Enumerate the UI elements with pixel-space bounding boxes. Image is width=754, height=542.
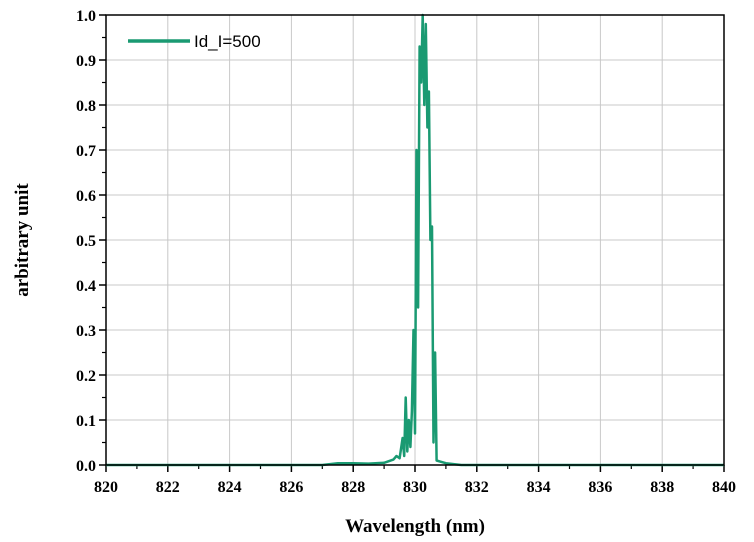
x-tick-label: 830: [403, 479, 427, 496]
y-tick-label: 0.3: [76, 323, 96, 340]
minor-ticks: [102, 36, 694, 469]
series-layer: [106, 13, 724, 467]
x-tick-label: 824: [218, 479, 242, 496]
y-tick-labels: 0.0 0.1 0.2 0.3 0.4 0.5 0.6 0.7 0.8 0.9 1.0: [76, 8, 96, 475]
legend-label: Id_I=500: [194, 32, 261, 51]
x-tick-label: 822: [156, 479, 180, 496]
x-tick-labels: 820 822 824 826 828 830 832 834 836 838 840: [94, 479, 736, 496]
y-tick-label: 0.5: [76, 233, 96, 250]
y-tick-label: 0.8: [76, 98, 96, 115]
x-tick-label: 840: [712, 479, 736, 496]
x-tick-label: 834: [527, 479, 551, 496]
y-axis-title: arbitrary unit: [12, 183, 33, 297]
y-tick-label: 0.1: [76, 413, 96, 430]
y-tick-label: 0.2: [76, 368, 96, 385]
x-tick-label: 828: [341, 479, 365, 496]
x-tick-label: 836: [588, 479, 612, 496]
y-tick-label: 0.0: [76, 458, 96, 475]
x-axis-title: Wavelength (nm): [345, 516, 485, 537]
x-tick-label: 832: [465, 479, 489, 496]
x-tick-label: 838: [650, 479, 674, 496]
y-tick-label: 0.9: [76, 53, 96, 70]
y-tick-label: 0.7: [76, 143, 96, 160]
series-line: [106, 13, 724, 467]
plot-frame: [105, 14, 725, 466]
y-tick-label: 0.6: [76, 188, 96, 205]
y-tick-label: 0.4: [76, 278, 96, 295]
x-tick-label: 820: [94, 479, 118, 496]
y-tick-label: 1.0: [76, 8, 96, 25]
legend: Id_I=500: [128, 32, 261, 51]
x-tick-label: 826: [279, 479, 303, 496]
